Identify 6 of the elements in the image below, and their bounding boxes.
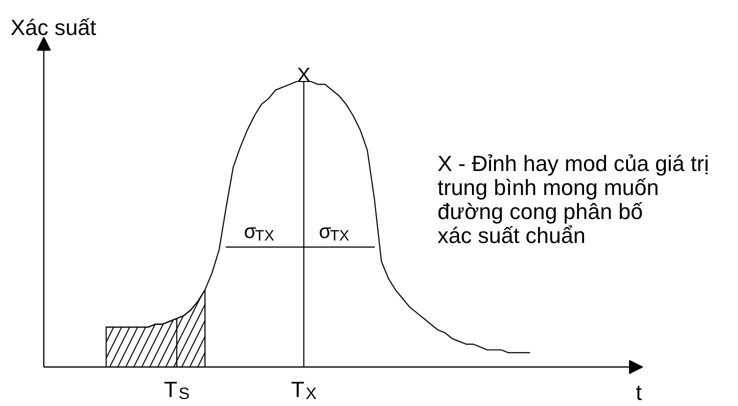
- annotation: X: [297, 64, 310, 86]
- x-tick-label: TS: [164, 377, 190, 403]
- x-axis-title: t: [636, 380, 642, 405]
- x-tick-label: TX: [290, 377, 317, 403]
- y-axis-title: Xác suất: [10, 15, 96, 40]
- annotation: X - Đỉnh hay mod của giá trị trung bình mong muốn đường cong phân bố xác suất chuẩn: [438, 151, 709, 248]
